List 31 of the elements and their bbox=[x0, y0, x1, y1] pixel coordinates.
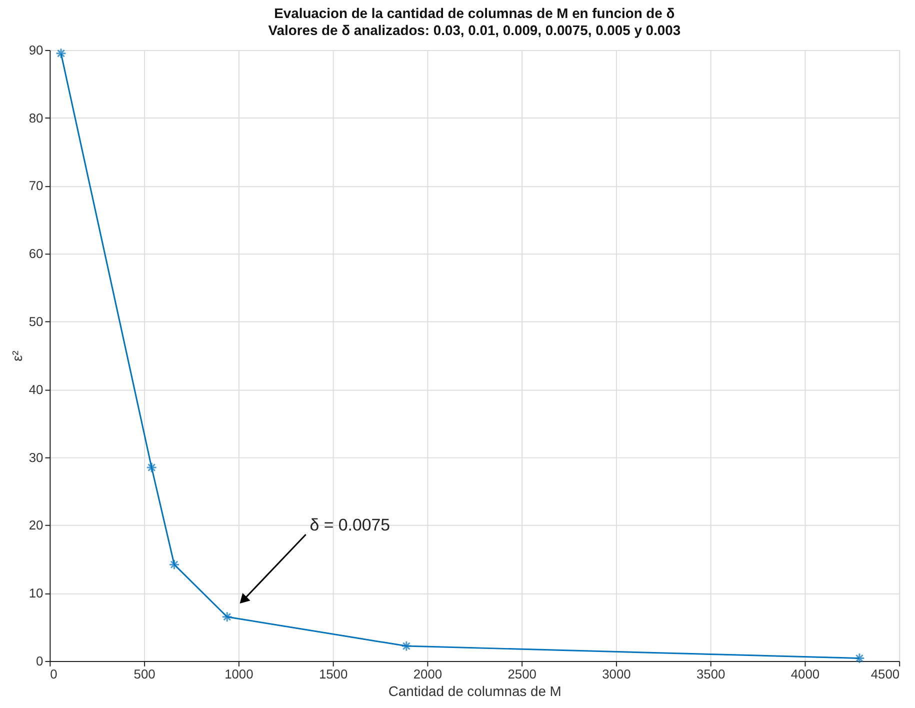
chart-title: Evaluacion de la cantidad de columnas de M en funcion de δ bbox=[274, 5, 675, 22]
y-tick-label: 10 bbox=[28, 586, 44, 601]
y-tick-label: 90 bbox=[28, 42, 44, 58]
x-tick-label: 4000 bbox=[790, 666, 820, 682]
x-tick-label: 2500 bbox=[508, 666, 536, 682]
point bbox=[168, 559, 180, 570]
x-tick-label: 0 bbox=[50, 666, 58, 682]
point bbox=[222, 611, 233, 622]
y-tick-label: 70 bbox=[28, 178, 44, 194]
x-tick-label: 4500 bbox=[870, 666, 900, 682]
point bbox=[400, 640, 412, 652]
x-tick-label: 3000 bbox=[602, 666, 631, 682]
x-tick-label: 500 bbox=[134, 666, 156, 682]
point bbox=[854, 652, 865, 664]
point bbox=[146, 462, 158, 473]
y-tick-label: 50 bbox=[28, 314, 44, 330]
x-axis-title: Cantidad de columnas de M bbox=[388, 683, 562, 700]
y-tick-label: 80 bbox=[28, 110, 44, 126]
y-axis-title: ε² bbox=[8, 350, 25, 362]
x-tick-label: 2000 bbox=[413, 666, 442, 682]
y-tick-label: 60 bbox=[28, 246, 44, 262]
point bbox=[56, 48, 66, 59]
y-tick-label: 20 bbox=[28, 518, 44, 533]
y-tick-label: 0 bbox=[36, 653, 44, 668]
x-tick-label: 1000 bbox=[224, 666, 254, 682]
x-tick-label: 3500 bbox=[696, 666, 726, 682]
chart-subtitle: Valores de δ analizados: 0.03, 0.01, 0.009, 0.0075, 0.005 y 0.003 bbox=[268, 22, 681, 38]
y-tick-label: 40 bbox=[28, 382, 44, 397]
x-tick-label: 1500 bbox=[318, 666, 348, 682]
annotation: δ = 0.0075 bbox=[310, 515, 390, 534]
y-tick-label: 30 bbox=[28, 450, 44, 465]
